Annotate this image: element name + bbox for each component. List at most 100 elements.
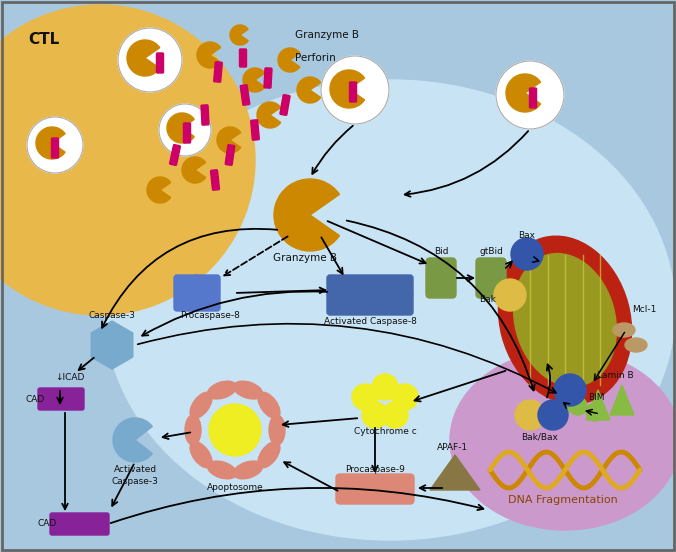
Text: Caspase-3: Caspase-3 [112, 477, 158, 486]
FancyBboxPatch shape [349, 82, 356, 102]
FancyBboxPatch shape [336, 474, 414, 504]
Polygon shape [91, 321, 132, 369]
Text: CTL: CTL [28, 32, 59, 47]
Text: Bak/Bax: Bak/Bax [522, 433, 558, 442]
Text: Activated Caspase-8: Activated Caspase-8 [324, 317, 416, 326]
Text: Perforin: Perforin [295, 53, 336, 63]
Circle shape [554, 374, 586, 406]
Ellipse shape [233, 461, 262, 479]
Wedge shape [36, 127, 65, 159]
Ellipse shape [258, 392, 280, 418]
Circle shape [494, 279, 526, 311]
Circle shape [538, 400, 568, 430]
FancyBboxPatch shape [426, 258, 456, 298]
FancyBboxPatch shape [225, 145, 235, 165]
Text: Bid: Bid [434, 247, 448, 257]
Wedge shape [330, 70, 364, 108]
Circle shape [382, 402, 408, 428]
Ellipse shape [498, 236, 631, 404]
Polygon shape [610, 385, 634, 415]
Wedge shape [147, 177, 170, 203]
FancyBboxPatch shape [38, 388, 84, 410]
Ellipse shape [208, 381, 237, 399]
Wedge shape [278, 48, 300, 72]
Polygon shape [430, 455, 480, 490]
Ellipse shape [190, 392, 212, 418]
Ellipse shape [450, 350, 676, 530]
FancyBboxPatch shape [529, 88, 537, 108]
Text: Cytochrome c: Cytochrome c [354, 427, 416, 437]
Text: Procaspase-8: Procaspase-8 [180, 311, 240, 321]
Text: Caspase-3: Caspase-3 [89, 310, 135, 320]
Ellipse shape [258, 442, 280, 468]
Circle shape [321, 56, 389, 124]
Text: DNA Fragmentation: DNA Fragmentation [508, 495, 618, 505]
Wedge shape [257, 102, 281, 128]
Text: Granzyme B: Granzyme B [295, 30, 359, 40]
Ellipse shape [233, 381, 262, 399]
FancyBboxPatch shape [239, 49, 247, 67]
Wedge shape [217, 127, 241, 153]
FancyBboxPatch shape [201, 105, 209, 125]
Text: Granzyme B: Granzyme B [273, 253, 337, 263]
Text: Apoptosome: Apoptosome [207, 484, 264, 492]
Circle shape [27, 117, 83, 173]
Ellipse shape [105, 80, 675, 540]
Text: CAD: CAD [38, 519, 57, 528]
Circle shape [515, 400, 545, 430]
Circle shape [392, 384, 418, 410]
FancyBboxPatch shape [157, 53, 164, 73]
Wedge shape [230, 25, 248, 45]
Circle shape [586, 403, 604, 421]
FancyBboxPatch shape [194, 275, 220, 311]
Text: gtBid: gtBid [479, 247, 503, 257]
Circle shape [362, 402, 388, 428]
Ellipse shape [190, 442, 212, 468]
Circle shape [569, 397, 587, 415]
Wedge shape [243, 68, 265, 92]
Wedge shape [274, 179, 339, 251]
Ellipse shape [0, 5, 255, 315]
FancyBboxPatch shape [174, 275, 200, 311]
FancyBboxPatch shape [170, 145, 180, 166]
FancyBboxPatch shape [210, 170, 220, 190]
Text: Activated: Activated [114, 465, 157, 475]
Text: APAF-1: APAF-1 [437, 443, 468, 453]
FancyBboxPatch shape [327, 275, 413, 297]
Ellipse shape [613, 323, 635, 337]
Circle shape [551, 401, 569, 419]
FancyBboxPatch shape [476, 258, 506, 298]
Ellipse shape [269, 415, 285, 445]
Wedge shape [506, 74, 541, 112]
Polygon shape [586, 390, 610, 420]
Ellipse shape [625, 338, 647, 352]
FancyBboxPatch shape [50, 513, 109, 535]
Text: Lamin B: Lamin B [597, 371, 633, 380]
FancyBboxPatch shape [240, 85, 249, 105]
Ellipse shape [185, 415, 201, 445]
Wedge shape [113, 418, 152, 462]
Text: BIM: BIM [587, 394, 604, 402]
FancyBboxPatch shape [183, 123, 191, 143]
Circle shape [352, 384, 378, 410]
FancyBboxPatch shape [51, 138, 59, 158]
FancyBboxPatch shape [280, 95, 290, 115]
FancyBboxPatch shape [327, 293, 413, 315]
Text: Bak: Bak [479, 295, 496, 305]
Wedge shape [182, 157, 206, 183]
Circle shape [496, 61, 564, 129]
Circle shape [159, 104, 211, 156]
Text: Mcl-1: Mcl-1 [632, 305, 656, 315]
Ellipse shape [514, 253, 617, 386]
Text: Procaspase-9: Procaspase-9 [345, 465, 405, 475]
Circle shape [209, 404, 261, 456]
Wedge shape [167, 113, 194, 143]
Wedge shape [127, 40, 160, 76]
Text: CAD: CAD [26, 395, 45, 404]
Circle shape [372, 374, 398, 400]
Ellipse shape [208, 461, 237, 479]
Text: Bax: Bax [518, 231, 535, 240]
Wedge shape [197, 42, 220, 68]
Text: ↓ICAD: ↓ICAD [55, 374, 84, 383]
FancyBboxPatch shape [214, 62, 222, 82]
